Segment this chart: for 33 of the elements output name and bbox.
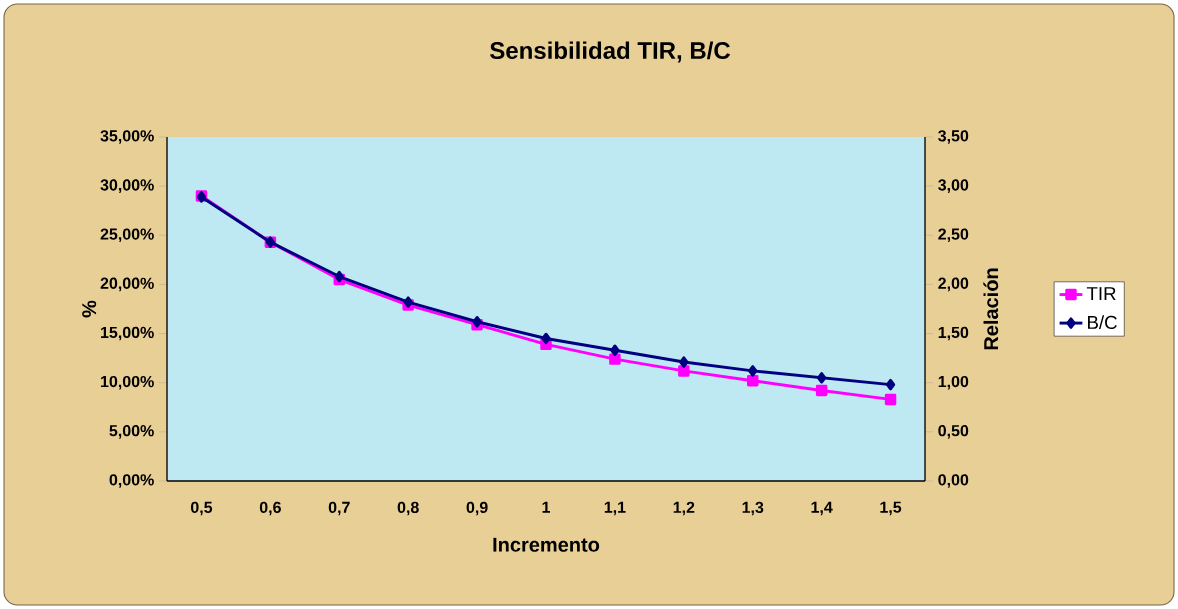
x-tick-label: 1,3	[742, 501, 764, 516]
y2-axis-title: Relación	[983, 268, 999, 350]
x-tick-label: 0,9	[466, 501, 488, 516]
y2-tick-label: 2,50	[938, 228, 969, 243]
y-tick-label: 5,00%	[109, 425, 154, 439]
x-tick-label: 0,5	[190, 501, 213, 516]
x-tick-label: 1,4	[811, 501, 833, 516]
y-tick-label: 25,00%	[100, 228, 154, 243]
x-tick-label: 1,5	[880, 501, 902, 516]
x-tick-label: 1	[542, 501, 551, 513]
y2-tick-label: 0,50	[938, 425, 969, 439]
y2-tick-label: 0,00	[938, 474, 969, 488]
y-tick-label: 35,00%	[100, 130, 154, 144]
x-tick-label: 1,1	[604, 501, 626, 516]
y2-tick-label: 1,00	[938, 375, 969, 390]
x-tick-label: 0,6	[259, 501, 281, 516]
legend-label: TIR	[1086, 287, 1116, 300]
x-tick-label: 0,7	[328, 501, 350, 516]
x-axis-title: Incremento	[493, 537, 600, 552]
y-tick-label: 0,00%	[109, 474, 154, 488]
x-tick-label: 1,2	[673, 501, 695, 516]
x-tick-label: 0,8	[397, 501, 419, 516]
y2-tick-label: 3,00	[938, 179, 969, 193]
y-axis-title: %	[82, 300, 97, 318]
y2-tick-label: 1,50	[938, 326, 969, 341]
chart-title: Sensibilidad TIR, B/C	[490, 41, 731, 63]
y2-tick-label: 2,00	[938, 277, 969, 292]
y-tick-label: 10,00%	[101, 375, 154, 390]
y-tick-label: 20,00%	[100, 277, 154, 292]
y2-tick-label: 3,50	[938, 130, 969, 144]
legend-label: B/C	[1088, 315, 1117, 330]
y-tick-label: 15,00%	[101, 326, 154, 341]
y-tick-label: 30,00%	[100, 179, 154, 193]
